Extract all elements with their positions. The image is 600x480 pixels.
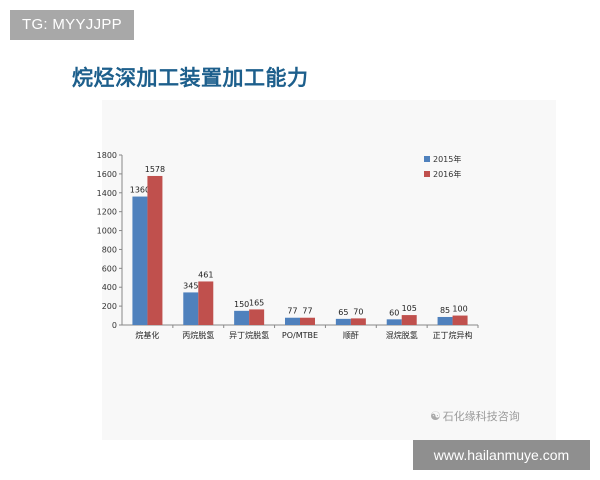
slide-title: 烷烃深加工装置加工能力 bbox=[72, 66, 309, 90]
y-tick-label: 1200 bbox=[97, 208, 117, 217]
y-tick-label: 400 bbox=[102, 283, 117, 292]
y-tick-label: 200 bbox=[102, 302, 117, 311]
data-label: 1360 bbox=[130, 186, 150, 195]
legend-label: 2015年 bbox=[433, 154, 461, 164]
x-tick-label: PO/MTBE bbox=[282, 331, 318, 340]
y-tick-label: 1000 bbox=[97, 227, 117, 236]
x-tick-label: 烷基化 bbox=[135, 330, 159, 340]
y-tick-label: 1800 bbox=[97, 151, 117, 160]
bar bbox=[335, 318, 351, 325]
slide-panel bbox=[102, 100, 556, 440]
site-url-badge[interactable]: www.hailanmuye.com bbox=[413, 440, 590, 470]
data-label: 65 bbox=[338, 308, 348, 317]
data-label: 60 bbox=[389, 308, 399, 317]
legend-swatch bbox=[424, 156, 430, 162]
data-label: 165 bbox=[249, 298, 264, 307]
bar bbox=[350, 318, 366, 325]
y-tick-label: 1400 bbox=[97, 189, 117, 198]
data-label: 345 bbox=[183, 281, 198, 290]
wechat-icon: ☯ bbox=[430, 409, 441, 423]
x-tick-label: 顺酐 bbox=[343, 331, 359, 340]
data-label: 1578 bbox=[145, 165, 165, 174]
data-label: 100 bbox=[452, 305, 467, 314]
bar bbox=[401, 315, 417, 325]
bar bbox=[386, 319, 402, 325]
bar bbox=[285, 317, 300, 325]
x-tick-label: 丙烷脱氢 bbox=[182, 330, 214, 340]
bar bbox=[234, 310, 250, 325]
y-tick-label: 800 bbox=[102, 245, 117, 254]
x-tick-label: 正丁烷异构 bbox=[433, 330, 473, 340]
x-tick-label: 异丁烷脱氢 bbox=[229, 330, 269, 340]
data-label: 77 bbox=[287, 307, 297, 316]
bar bbox=[198, 281, 214, 325]
bar bbox=[132, 196, 148, 325]
y-tick-label: 1600 bbox=[97, 170, 117, 179]
bar bbox=[249, 309, 265, 325]
legend-swatch bbox=[424, 171, 430, 177]
data-label: 461 bbox=[198, 270, 213, 279]
y-tick-label: 0 bbox=[112, 321, 117, 330]
x-tick-label: 混烷脱氢 bbox=[386, 330, 418, 340]
data-label: 85 bbox=[440, 306, 450, 315]
watermark: ☯ 石化缘科技咨询 bbox=[430, 408, 520, 424]
bar bbox=[452, 315, 468, 325]
watermark-text: 石化缘科技咨询 bbox=[442, 410, 520, 423]
data-label: 70 bbox=[353, 307, 363, 316]
data-label: 150 bbox=[234, 300, 249, 309]
data-label: 77 bbox=[302, 307, 312, 316]
bar bbox=[437, 316, 453, 325]
bar bbox=[300, 317, 315, 325]
bar bbox=[183, 292, 199, 325]
tg-badge: TG: MYYJJPP bbox=[10, 10, 134, 40]
bar bbox=[147, 175, 163, 325]
y-tick-label: 600 bbox=[102, 264, 117, 273]
legend-label: 2016年 bbox=[433, 169, 461, 179]
data-label: 105 bbox=[402, 304, 417, 313]
